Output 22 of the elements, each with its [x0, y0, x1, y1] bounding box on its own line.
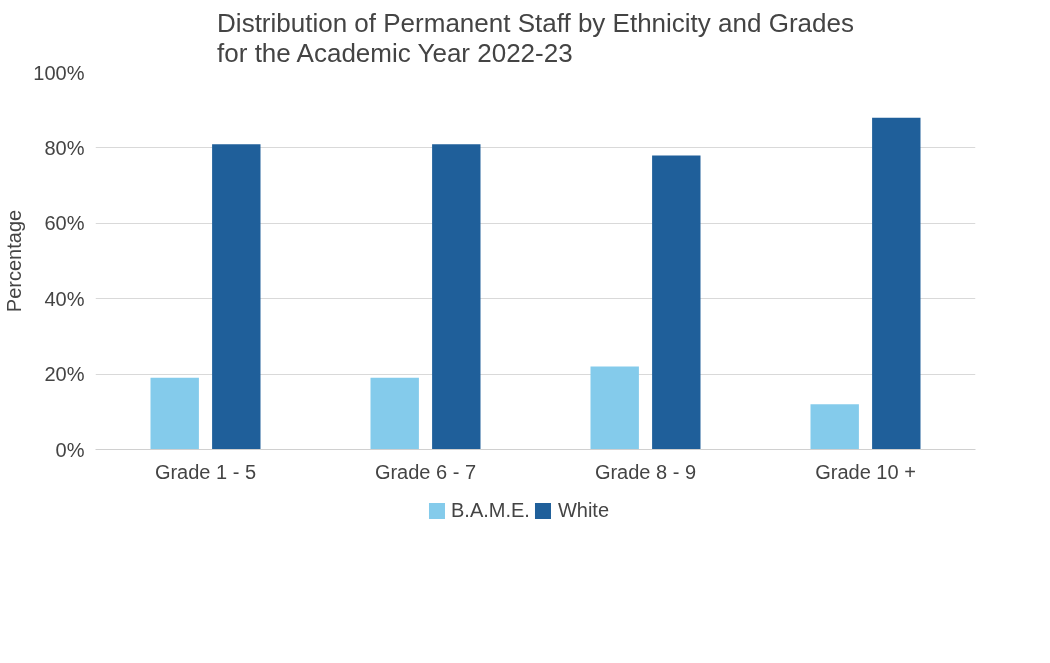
bar — [432, 144, 481, 450]
x-tick-label: Grade 8 - 9 — [594, 460, 697, 483]
chart-title: Distribution of Permanent Staff by Ethnicity and Grades for the Academic Year 2022-23 — [217, 7, 854, 68]
y-tick-label: 40% — [44, 287, 85, 310]
y-tick-label: 100% — [33, 61, 85, 84]
bar — [872, 117, 921, 450]
bar — [590, 366, 639, 450]
x-tick-label: Grade 1 - 5 — [154, 460, 257, 483]
y-tick-label: 20% — [44, 363, 85, 386]
x-tick-label: Grade 10 + — [815, 460, 916, 483]
bar — [810, 404, 859, 450]
y-tick-label: 0% — [55, 438, 85, 461]
bar — [150, 377, 199, 450]
bar — [652, 155, 701, 450]
y-axis-title: Percentage — [3, 209, 26, 313]
legend-label: B.A.M.E. — [450, 498, 530, 522]
x-tick-label: Grade 6 - 7 — [374, 460, 477, 483]
legend-label: White — [557, 498, 610, 522]
bar — [370, 377, 419, 450]
y-tick-label: 80% — [44, 136, 85, 159]
bar — [212, 144, 261, 450]
y-tick-label: 60% — [44, 212, 85, 235]
